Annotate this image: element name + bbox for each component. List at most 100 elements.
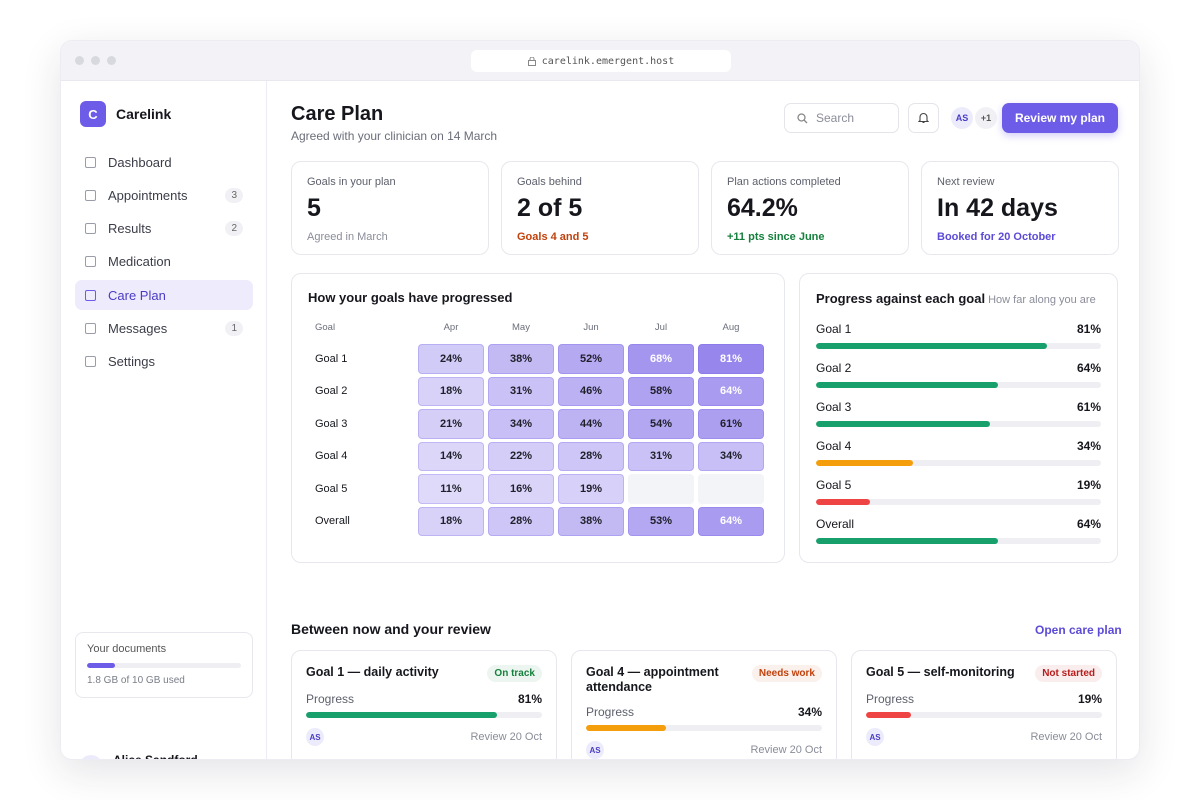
progress-fill	[816, 382, 999, 388]
storage-fill	[87, 663, 115, 668]
cell-label: 53%	[649, 515, 673, 528]
stat-label: Next review	[937, 176, 995, 188]
user[interactable]: AS Alice SandfordYour account	[79, 753, 198, 760]
goal-card-row: Progress 19%	[866, 692, 1102, 706]
goal-card[interactable]: Goal 1 — daily activity On track Progress 8…	[291, 650, 557, 759]
progress-label: Progress	[306, 692, 355, 706]
nav-item[interactable]: Results 2	[75, 214, 253, 244]
goal-value: 19%	[1076, 478, 1101, 492]
section-link[interactable]: Open care plan	[1035, 623, 1122, 637]
nav-badge: 2	[225, 221, 243, 237]
heatmap-cell: 64%	[698, 376, 764, 406]
heatmap-title: How your goals have progressed	[308, 290, 513, 305]
cell-label: 28%	[509, 515, 533, 528]
progress-header: Progress against each goal How far along …	[816, 290, 1101, 308]
heatmap-cell: 22%	[488, 441, 554, 471]
cell-label: 22%	[509, 450, 533, 463]
goal-card[interactable]: Goal 4 — appointment attendance Needs wor…	[571, 650, 837, 759]
cell-label: 46%	[579, 385, 603, 398]
goal-card-footer: AS Review 20 Oct	[586, 741, 822, 759]
heatmap-cell: 31%	[628, 441, 694, 471]
bell-icon	[918, 112, 929, 124]
progress-title: Progress against each goal	[816, 291, 986, 306]
progress-track	[816, 538, 1101, 544]
heatmap-cell: 31%	[488, 376, 554, 406]
progress-track	[816, 343, 1101, 349]
heatmap-cell: 54%	[628, 409, 694, 439]
nav-item[interactable]: Settings	[75, 347, 253, 377]
progress-track	[816, 382, 1101, 388]
goal-card-footer: AS Review 20 Oct	[306, 728, 542, 746]
cell-label: 64%	[719, 385, 743, 398]
goal-card[interactable]: Goal 5 — self-monitoring Not started Progr…	[851, 650, 1117, 759]
nav-label: Medication	[108, 254, 171, 270]
heatmap-cell: 11%	[418, 474, 484, 504]
avatar: AS	[951, 107, 973, 129]
user-name: Alice Sandford	[113, 753, 198, 760]
row-label: Goal 5	[315, 482, 348, 495]
cell-label: 21%	[439, 417, 463, 430]
heatmap: Goal Apr May Jun Jul Aug Goal 1 24% 38% 52% 68% 81%…	[308, 319, 768, 536]
row-label: Goal 4	[315, 450, 348, 463]
goal-card-footer: AS Review 20 Oct	[866, 728, 1102, 746]
avatars[interactable]: AS +1	[951, 107, 997, 129]
row-label: Goal 3	[315, 417, 348, 430]
progress-fill	[866, 712, 911, 718]
notifications[interactable]	[908, 103, 939, 133]
progress-card: Progress against each goal How far along …	[799, 273, 1118, 563]
progress-track	[586, 725, 822, 731]
progress-fill	[816, 460, 913, 466]
progress-track	[816, 421, 1101, 427]
stat-value: 2 of 5	[517, 194, 583, 222]
cell-label: 14%	[439, 450, 463, 463]
storage-track	[87, 663, 241, 668]
cell-label: 34%	[509, 417, 533, 430]
progress-item: Goal 2 64%	[816, 361, 1101, 388]
goal-card-title: Goal 4 — appointment attendance	[586, 665, 719, 694]
stat-note: Goals 4 and 5	[517, 231, 589, 243]
progress-value: 19%	[1077, 692, 1102, 706]
heatmap-cell: 18%	[418, 506, 484, 536]
progress-item: Overall 64%	[816, 517, 1101, 544]
progress-row: Goal 4 34%	[816, 439, 1101, 453]
heatmap-cell: 44%	[558, 409, 624, 439]
progress-row: Goal 3 61%	[816, 400, 1101, 414]
stat-card: Next review In 42 days Booked for 20 Octob…	[921, 161, 1119, 255]
search[interactable]: Search	[784, 103, 899, 133]
review-button[interactable]: Review my plan	[1002, 103, 1118, 133]
nav-item[interactable]: Medication	[75, 247, 253, 277]
goal-label: Goal 1	[816, 322, 852, 336]
nav-item[interactable]: Messages 1	[75, 313, 253, 343]
goal-label: Goal 4	[816, 439, 852, 453]
heatmap-cell: 38%	[488, 344, 554, 374]
heatmap-cell: 52%	[558, 344, 624, 374]
window-dot	[91, 56, 100, 65]
review-date: Review 20 Oct	[750, 744, 822, 756]
nav-item[interactable]: Care Plan	[75, 280, 253, 311]
nav-item[interactable]: Dashboard	[75, 147, 253, 177]
goal-label: Overall	[816, 517, 855, 531]
heatmap-cell: 34%	[488, 409, 554, 439]
user-avatar: AS	[79, 755, 103, 759]
goal-label: Goal 2	[816, 361, 852, 375]
nav-item[interactable]: Appointments 3	[75, 180, 253, 210]
review-date: Review 20 Oct	[470, 731, 542, 743]
progress-label: Progress	[586, 705, 635, 719]
progress-item: Goal 4 34%	[816, 439, 1101, 466]
progress-track	[816, 499, 1101, 505]
nav-label: Messages	[108, 320, 168, 336]
progress-row: Overall 64%	[816, 517, 1101, 531]
stat-value: 64.2%	[727, 194, 798, 222]
progress-item: Goal 1 81%	[816, 322, 1101, 349]
cell-label: 61%	[719, 417, 743, 430]
cell-label: 19%	[579, 482, 603, 495]
goal-label: Goal 5	[816, 478, 852, 492]
brand: Carelink	[116, 106, 172, 122]
url-text: carelink.emergent.host	[541, 55, 675, 67]
stat-label: Plan actions completed	[727, 176, 841, 188]
progress-item: Goal 5 19%	[816, 478, 1101, 505]
nav-label: Results	[108, 221, 152, 237]
progress-row: Goal 5 19%	[816, 478, 1101, 492]
cell-label: 54%	[649, 417, 673, 430]
